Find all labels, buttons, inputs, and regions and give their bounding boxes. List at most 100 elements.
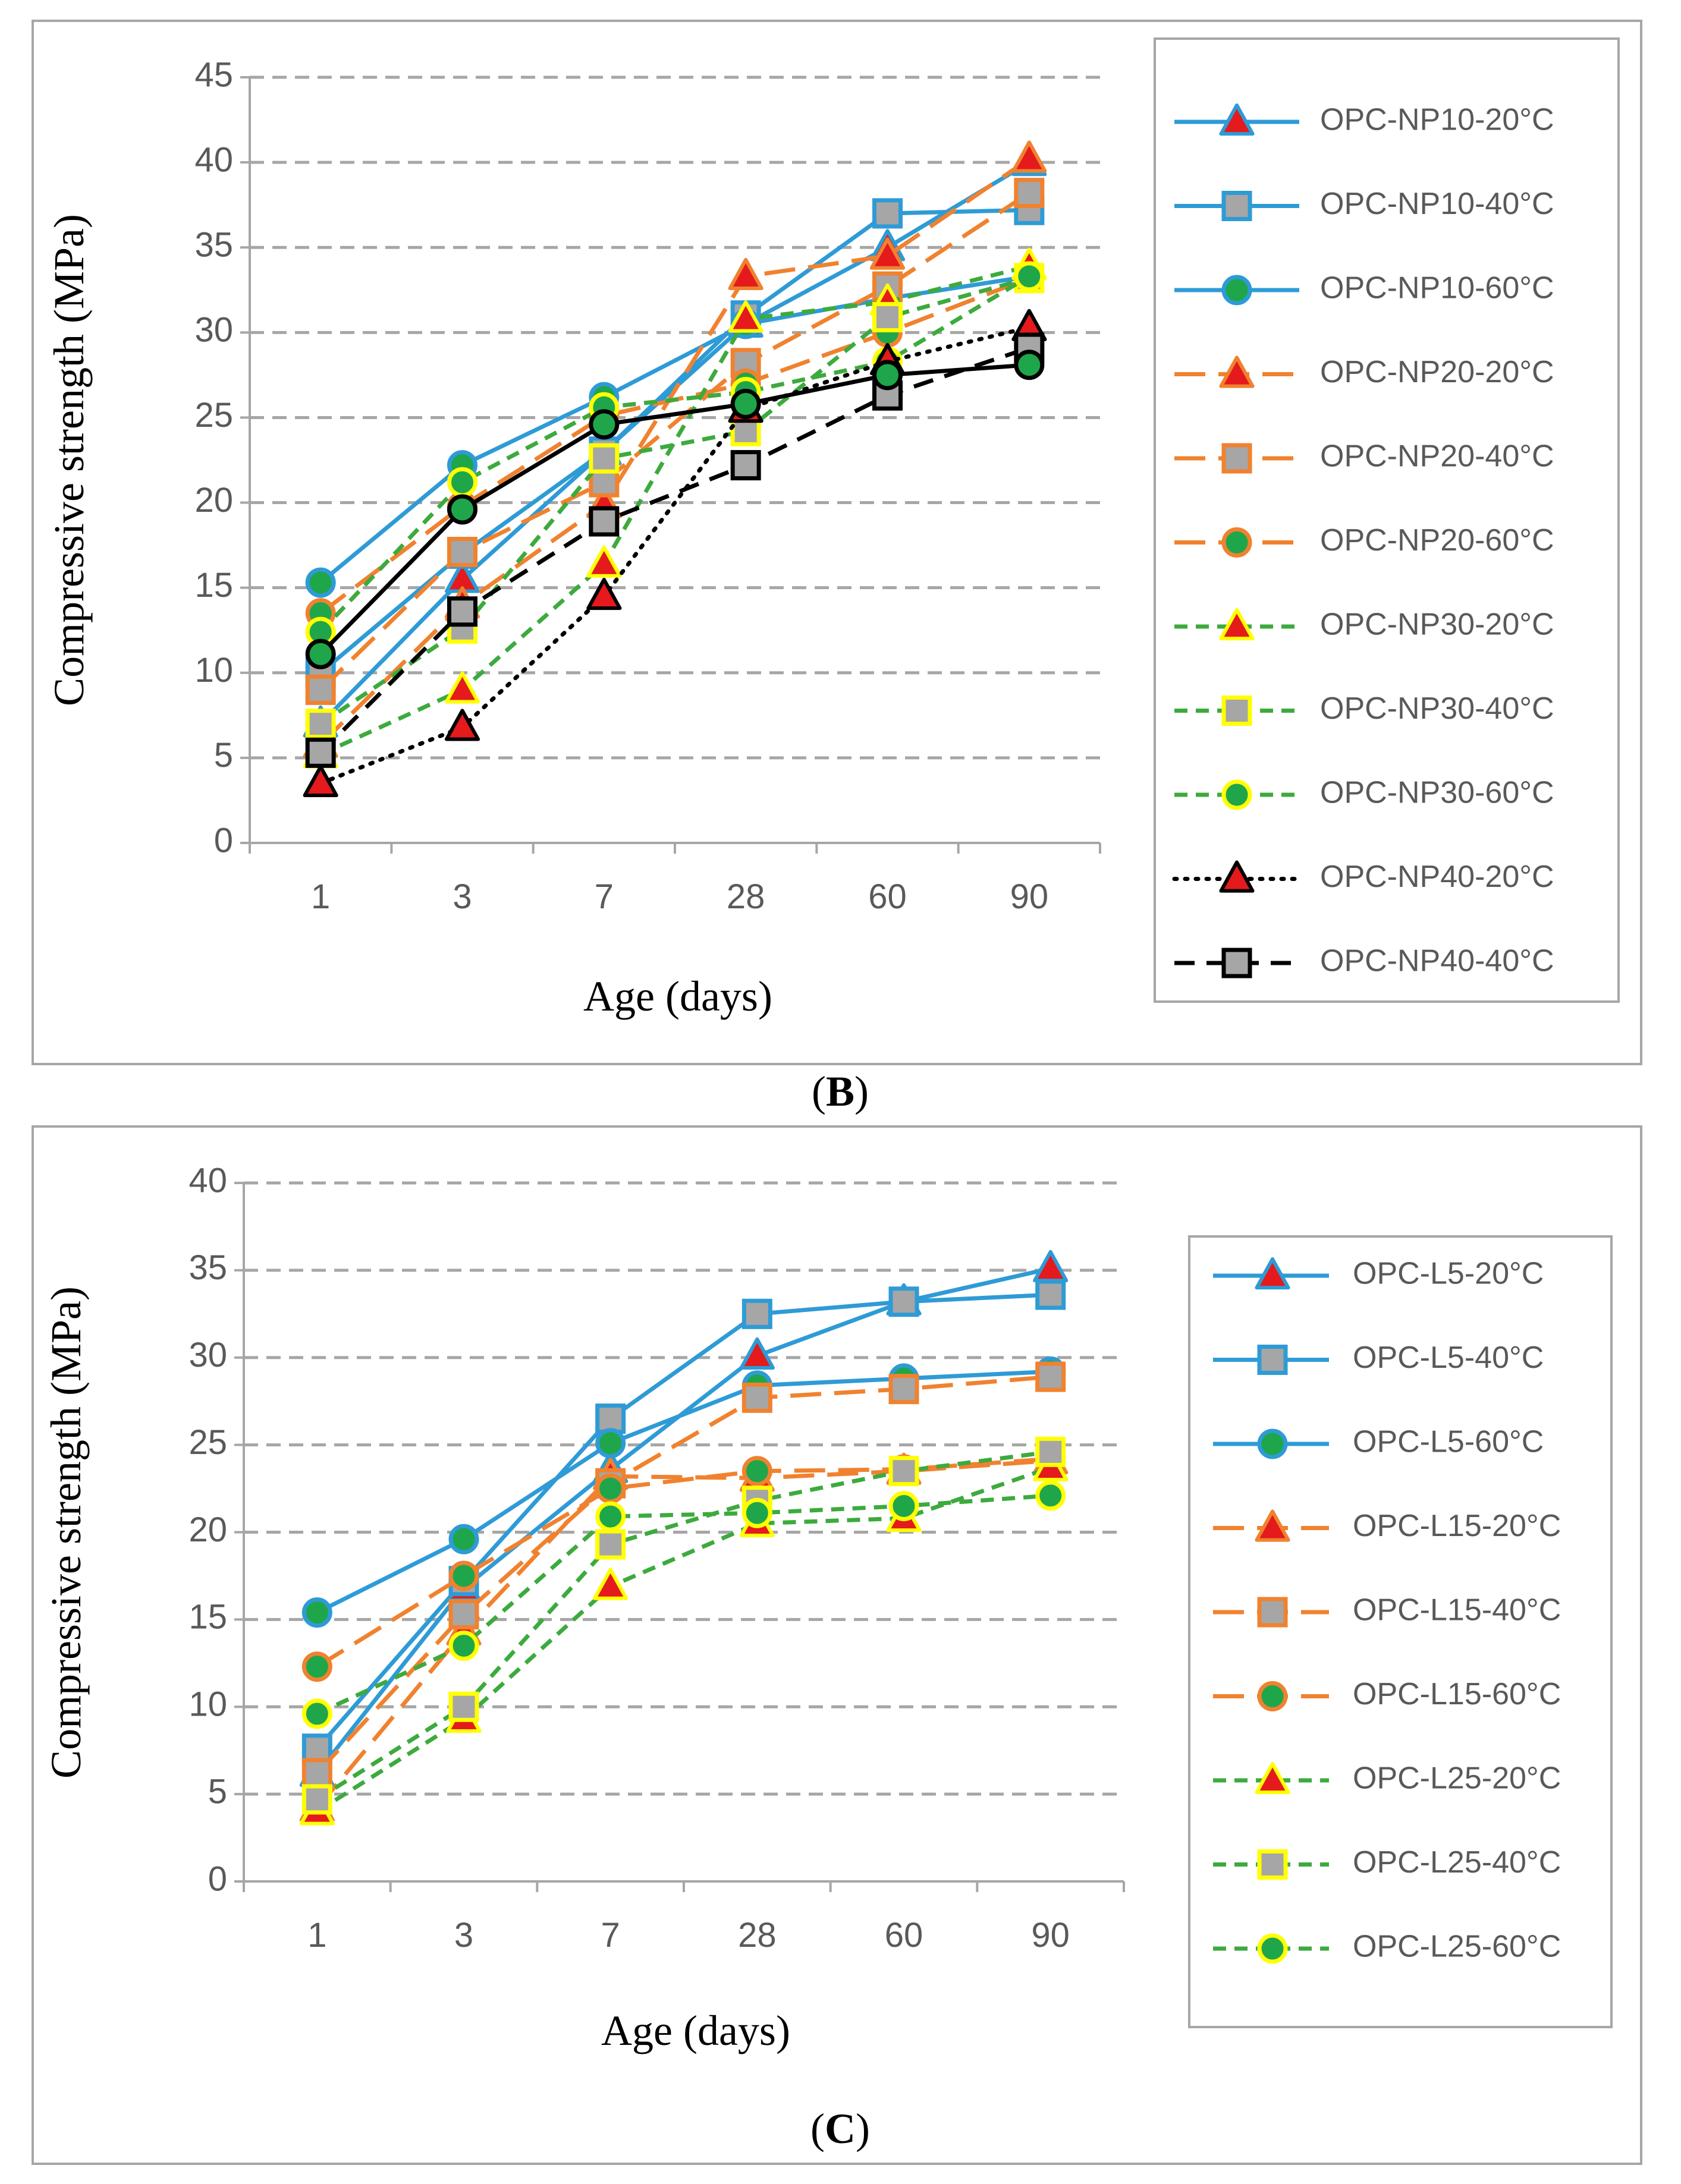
data-point [1035,1361,1066,1392]
legend-label: OPC-NP20-20°C [1320,355,1554,389]
x-axis-title: Age (days) [583,973,772,1020]
x-tick-label: 7 [601,1916,620,1955]
panel-label-b: (B) [812,1068,869,1115]
series-line [315,1292,1051,1751]
data-point [447,467,477,498]
data-point [741,1456,772,1487]
legend-marker [1221,527,1252,558]
legend-box [1154,37,1620,1003]
legend-marker [1257,1849,1288,1880]
legend: OPC-NP10-20°C OPC-NP10-40°C OPC-NP10-60°C O… [1154,37,1620,1003]
legend-entry: OPC-NP30-60°C [1174,776,1554,810]
series-line [319,157,1030,746]
legend-marker [1221,779,1252,810]
y-tick-label: 40 [194,140,233,179]
panel-label-letter: B [826,1068,854,1115]
data-point [595,1501,626,1532]
legend-entry: OPC-L15-60°C [1213,1677,1561,1711]
legend-marker [1221,948,1252,978]
legend-marker [1257,1345,1288,1375]
data-point [447,494,477,525]
data-point [589,443,620,474]
legend-label: OPC-NP30-40°C [1320,691,1554,726]
y-tick-label: 15 [188,1598,227,1637]
data-point [739,1337,775,1370]
y-axis-title: Compressive strength (MPa) [45,214,93,706]
legend-marker [1255,1257,1290,1290]
data-point [444,709,480,741]
series-line [319,363,1030,656]
data-point [305,567,336,598]
series-line [319,274,1030,634]
data-point [589,409,620,440]
data-point [444,671,480,704]
series-opc-l25-40-c [301,1436,1066,1815]
data-point [595,1529,626,1560]
panel-label-close: ) [854,1068,869,1115]
panel-label-letter: C [825,2105,856,2152]
y-tick-label: 45 [194,55,233,94]
series-line [316,1465,1051,1814]
data-point [1011,140,1047,173]
legend-label: OPC-NP20-60°C [1320,523,1554,558]
data-point [1014,178,1045,209]
series-line [316,1369,1051,1615]
x-tick-label: 1 [311,877,330,916]
legend-marker [1257,1428,1288,1459]
data-point [303,764,338,797]
panel-label-close: ) [856,2105,870,2152]
y-tick-label: 35 [194,226,233,265]
y-axis-title: Compressive strength (MPa) [42,1286,90,1779]
data-point [301,1597,332,1628]
data-point [741,1382,772,1413]
data-point [595,1403,626,1434]
legend-entry: OPC-L5-60°C [1213,1425,1544,1459]
legend-label: OPC-L25-60°C [1353,1930,1561,1964]
legend-label: OPC-L5-40°C [1353,1340,1544,1375]
legend-entry: OPC-L15-20°C [1213,1509,1561,1543]
legend-entry: OPC-NP10-60°C [1174,271,1554,306]
data-point [448,1691,479,1722]
y-tick-label: 25 [188,1423,227,1462]
legend-label: OPC-NP40-20°C [1320,860,1554,894]
series-line [316,1456,1051,1669]
y-tick-label: 35 [188,1248,227,1287]
y-tick-label: 20 [194,481,233,520]
data-point [1014,261,1045,292]
legend-entry: OPC-L25-60°C [1213,1930,1561,1964]
y-tick-label: 10 [194,651,233,690]
x-tick-label: 90 [1010,877,1049,916]
data-point [595,1428,626,1459]
data-point [1035,1436,1066,1467]
data-point [447,596,477,627]
data-point [448,1599,479,1630]
legend-marker [1219,103,1255,136]
legend-label: OPC-NP30-60°C [1320,776,1554,810]
legend-label: OPC-L5-20°C [1353,1257,1544,1291]
data-point [888,1374,919,1405]
data-point [586,545,622,578]
data-point [448,1630,479,1661]
data-point [888,1490,919,1521]
data-point [589,506,620,537]
legend-label: OPC-NP10-40°C [1320,187,1554,221]
chart-panel-b: 0 5 10 15 20 25 30 35 40 45 1 3 7 28 60 90 Compressive s… [32,20,1642,1065]
legend-label: OPC-NP40-40°C [1320,944,1554,978]
panel-label-open: ( [812,1068,826,1115]
data-point [305,709,336,739]
data-point [301,1698,332,1729]
legend-label: OPC-L15-40°C [1353,1593,1561,1628]
x-tick-label: 7 [595,877,614,916]
legend-marker [1219,608,1255,641]
legend-marker [1221,443,1252,474]
legend-label: OPC-NP20-40°C [1320,439,1554,474]
x-tick-label: 3 [453,877,472,916]
x-tick-label: 28 [738,1916,777,1955]
legend-marker [1221,275,1252,306]
data-point [869,237,906,270]
legend-marker [1257,1933,1288,1964]
legend-label: OPC-NP30-20°C [1320,608,1554,642]
series-line [319,345,1030,754]
series-opc-np40-40-c [305,332,1045,768]
series-line [318,325,1032,786]
